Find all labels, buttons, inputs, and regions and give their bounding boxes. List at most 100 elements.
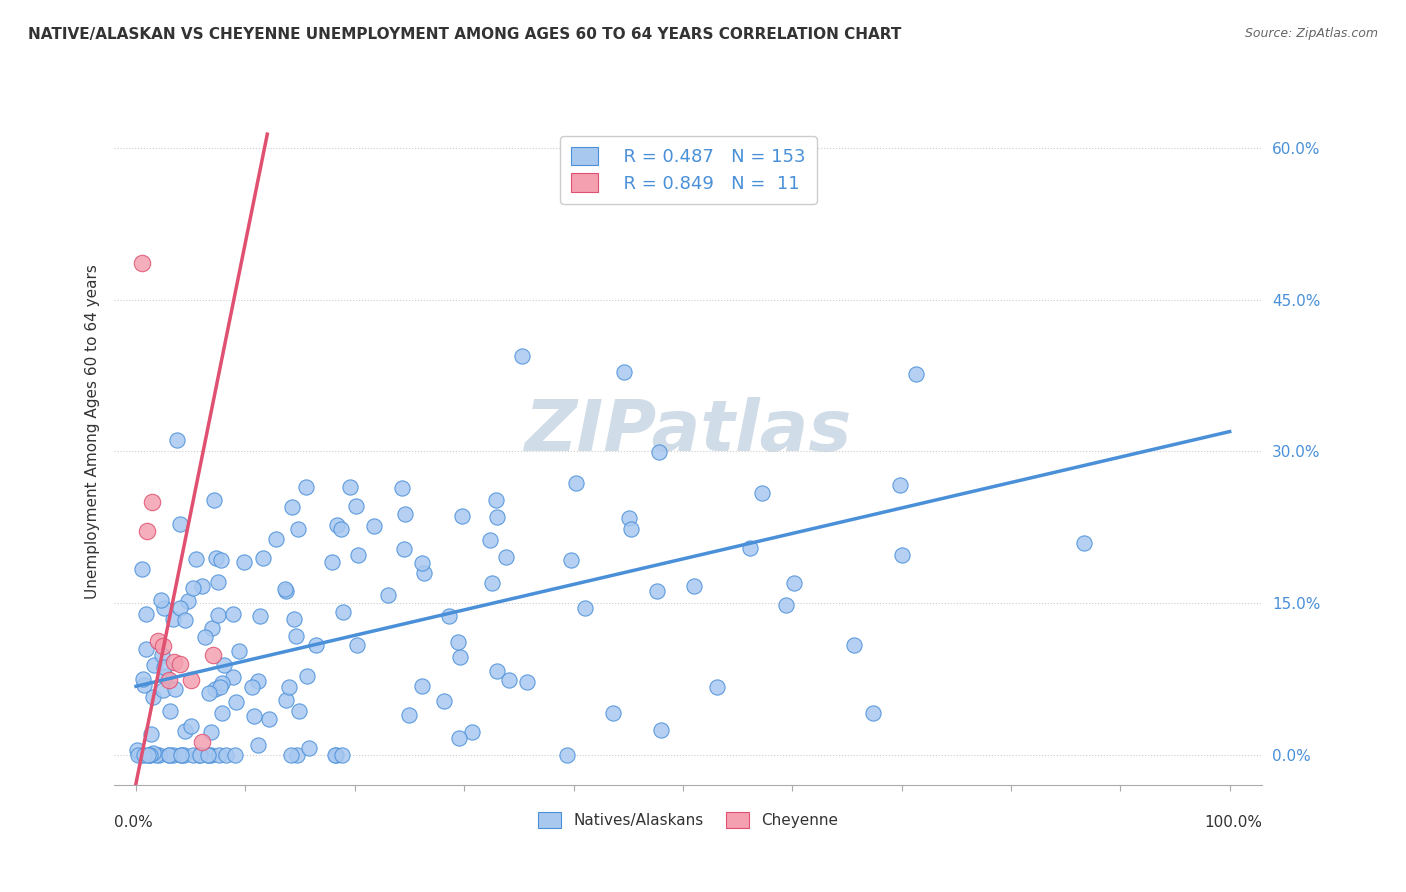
Point — [150, 648, 173, 662]
Point — [139, 727, 162, 741]
Point — [162, 612, 184, 626]
Text: 0.0%: 0.0% — [114, 815, 153, 830]
Point — [148, 747, 170, 762]
Point — [613, 366, 636, 380]
Point — [207, 575, 229, 590]
Point — [411, 556, 433, 570]
Point — [181, 581, 204, 595]
Point — [249, 608, 271, 623]
Point — [277, 680, 299, 694]
Point — [170, 747, 193, 762]
Point — [135, 642, 157, 657]
Point — [173, 724, 195, 739]
Point — [153, 669, 176, 683]
Point — [127, 743, 149, 757]
Point — [136, 747, 159, 762]
Point — [346, 639, 368, 653]
Point — [240, 680, 263, 694]
Point — [891, 548, 914, 562]
Point — [280, 747, 302, 762]
Point — [246, 738, 269, 752]
Point — [650, 723, 672, 738]
Point — [225, 695, 247, 709]
Point — [479, 533, 502, 547]
Point — [274, 583, 297, 598]
Point — [208, 680, 231, 694]
Point — [325, 747, 347, 762]
Point — [287, 704, 309, 718]
Point — [127, 747, 149, 762]
Point — [153, 600, 176, 615]
Point — [862, 706, 884, 721]
Point — [142, 746, 165, 760]
Point — [169, 600, 191, 615]
Point — [394, 541, 416, 556]
Point — [775, 598, 797, 612]
Point — [139, 747, 162, 762]
Point — [136, 524, 159, 538]
Point — [411, 679, 433, 693]
Point — [211, 706, 233, 720]
Point — [398, 707, 420, 722]
Point — [207, 747, 229, 762]
Point — [215, 747, 238, 762]
Text: ZIPatlas: ZIPatlas — [524, 397, 852, 466]
Point — [177, 594, 200, 608]
Point — [413, 566, 436, 581]
Point — [169, 516, 191, 531]
Point — [197, 747, 219, 762]
Point — [204, 681, 226, 696]
Point — [617, 511, 640, 525]
Point — [1073, 536, 1095, 550]
Point — [281, 500, 304, 515]
Point — [200, 725, 222, 739]
Point — [243, 709, 266, 723]
Point — [295, 669, 318, 683]
Point — [706, 680, 728, 694]
Point — [287, 522, 309, 536]
Point — [339, 479, 361, 493]
Point — [283, 612, 305, 626]
Point — [194, 630, 217, 644]
Point — [783, 576, 806, 591]
Point — [157, 747, 180, 762]
Point — [329, 522, 352, 536]
Point — [889, 478, 911, 492]
Point — [294, 479, 316, 493]
Point — [187, 747, 209, 762]
Point — [173, 614, 195, 628]
Point — [461, 724, 484, 739]
Point — [574, 601, 596, 615]
Point — [391, 481, 413, 495]
Point — [212, 657, 235, 672]
Point — [274, 582, 297, 596]
Point — [202, 493, 225, 508]
Point — [150, 592, 173, 607]
Point — [135, 607, 157, 621]
Point — [394, 507, 416, 521]
Point — [257, 712, 280, 726]
Text: NATIVE/ALASKAN VS CHEYENNE UNEMPLOYMENT AMONG AGES 60 TO 64 YEARS CORRELATION CH: NATIVE/ALASKAN VS CHEYENNE UNEMPLOYMENT … — [28, 27, 901, 42]
Point — [166, 433, 188, 447]
Point — [170, 747, 193, 762]
Point — [142, 690, 165, 704]
Point — [326, 518, 349, 533]
Point — [142, 657, 165, 672]
Point — [131, 561, 153, 575]
Point — [751, 486, 773, 500]
Point — [433, 694, 456, 708]
Point — [447, 635, 470, 649]
Point — [201, 648, 224, 663]
Point — [173, 747, 195, 762]
Point — [207, 607, 229, 622]
Point — [141, 494, 163, 508]
Point — [132, 678, 155, 692]
Point — [162, 747, 184, 762]
Point — [332, 605, 354, 619]
Point — [321, 555, 343, 569]
Point — [157, 747, 180, 762]
Point — [211, 553, 233, 567]
Point — [221, 670, 243, 684]
Point — [347, 549, 370, 563]
Point — [285, 747, 308, 762]
